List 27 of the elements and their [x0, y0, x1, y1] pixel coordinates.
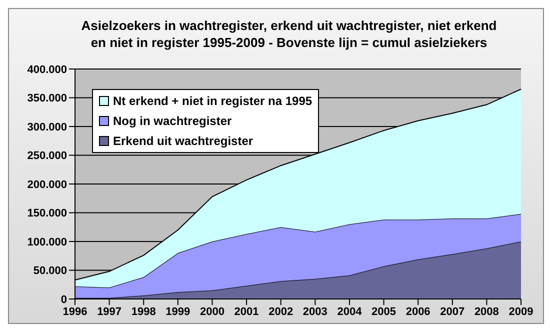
legend-label: Nt erkend + niet in register na 1995 — [113, 93, 312, 110]
x-tick-label: 2001 — [234, 306, 259, 318]
x-tick-label: 2000 — [200, 306, 224, 318]
y-tick-label: 150.000 — [27, 208, 67, 220]
x-tick-label: 1997 — [97, 306, 122, 318]
y-tick-label: 350.000 — [27, 92, 67, 105]
x-tick-label: 2007 — [440, 306, 465, 318]
x-tick-label: 1996 — [62, 306, 88, 318]
y-tick-label: 100.000 — [27, 236, 67, 248]
y-tick-label: 300.000 — [27, 121, 67, 134]
y-tick-label: 200.000 — [27, 178, 67, 191]
x-tick-label: 2004 — [337, 306, 363, 318]
chart-title: Asielzoekers in wachtregister, erkend uit wachtregister, niet erkend en niet in register 1995-2009 - Bovenste lijn = cumul asielziekers — [80, 17, 498, 51]
x-tick-label: 2008 — [474, 306, 499, 318]
x-tick-label: 2005 — [372, 306, 396, 318]
y-tick-label: 400.000 — [27, 64, 67, 76]
x-tick-label: 2006 — [406, 306, 430, 318]
x-tick-label: 2009 — [508, 306, 534, 318]
x-tick-label: 2003 — [302, 306, 328, 318]
legend-label: Nog in wachtregister — [113, 113, 232, 130]
y-tick-label: 0 — [60, 294, 67, 306]
y-tick-label: 250.000 — [27, 150, 67, 162]
y-tick-label: 50.000 — [33, 265, 67, 278]
x-tick-label: 2002 — [268, 306, 294, 318]
x-tick-label: 1998 — [131, 306, 156, 318]
legend-label: Erkend uit wachtregister — [113, 133, 254, 150]
x-tick-label: 1999 — [166, 306, 190, 318]
